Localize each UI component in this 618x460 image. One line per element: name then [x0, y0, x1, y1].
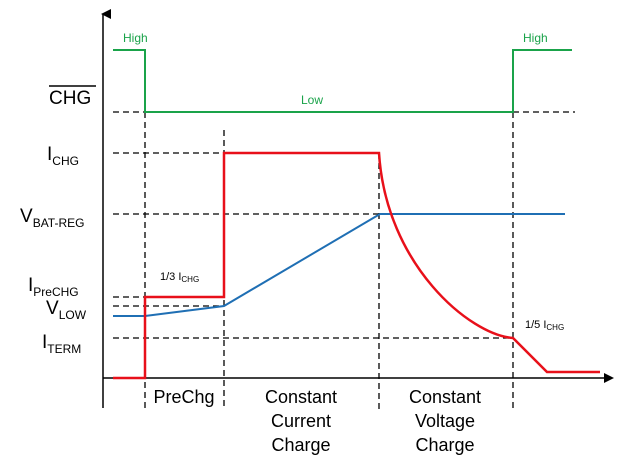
- chg-high-label-left: High: [123, 31, 148, 45]
- chg-signal-trace: [113, 49, 572, 113]
- one-fifth-ichg-note: 1/5 ICHG: [525, 319, 564, 332]
- phase-cc-line2: Current: [271, 411, 331, 431]
- phase-cv-line2: Voltage: [415, 411, 475, 431]
- phase-cc-line3: Charge: [271, 435, 330, 455]
- chg-high-label-right: High: [523, 31, 548, 45]
- phase-cv-line1: Constant: [409, 387, 481, 407]
- vlow-label: VLOW: [46, 298, 87, 322]
- guide-lines: [113, 111, 575, 410]
- chg-label: CHG: [49, 88, 91, 109]
- phase-prechg-label: PreChg: [153, 387, 214, 407]
- chg-low-label: Low: [301, 93, 323, 107]
- battery-voltage-trace: [113, 213, 565, 317]
- one-third-ichg-note: 1/3 ICHG: [160, 271, 199, 284]
- phase-cv-line3: Charge: [415, 435, 474, 455]
- ichg-label: ICHG: [47, 144, 79, 168]
- charge-current-trace: [113, 151, 600, 380]
- vbatreg-label: VBAT-REG: [20, 206, 84, 230]
- iprechg-label: IPreCHG: [28, 275, 79, 299]
- phase-cc-line1: Constant: [265, 387, 337, 407]
- iterm-label: ITERM: [42, 332, 81, 356]
